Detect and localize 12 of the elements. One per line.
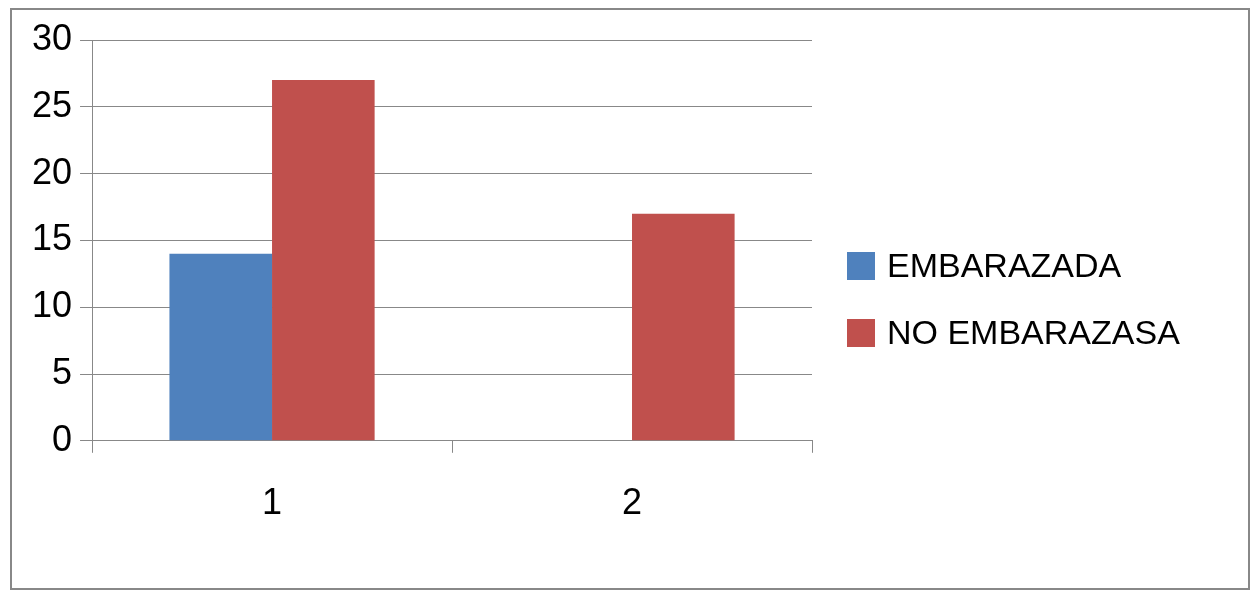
y-tick-label: 10 — [32, 284, 73, 326]
x-tick-label: 2 — [622, 481, 643, 523]
y-tick-label: 30 — [32, 16, 73, 58]
y-tick-label: 5 — [52, 350, 73, 392]
x-tick-label: 1 — [262, 481, 283, 523]
y-tick-label: 15 — [32, 217, 73, 259]
y-tick-label: 25 — [32, 83, 73, 125]
y-tick-label: 0 — [52, 417, 73, 459]
legend-label: NO EMBARAZASA — [887, 313, 1180, 352]
legend-label: EMBARAZADA — [887, 246, 1122, 285]
chart-frame: 1 2 0 5 10 15 20 25 30 EMBARAZADA NO EMBARAZASA — [10, 8, 1250, 590]
y-tick-label: 20 — [32, 150, 73, 192]
